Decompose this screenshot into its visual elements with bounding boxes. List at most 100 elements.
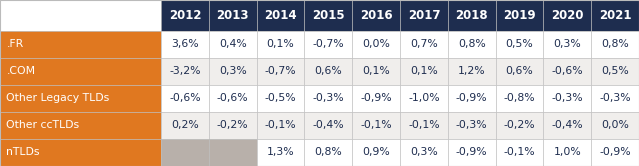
Bar	[352, 112, 400, 139]
Text: -0,1%: -0,1%	[360, 120, 392, 130]
Bar	[543, 112, 591, 139]
Bar	[0, 139, 161, 166]
Text: 2019: 2019	[503, 9, 536, 22]
Text: 1,2%: 1,2%	[458, 66, 486, 76]
Text: -0,9%: -0,9%	[599, 147, 631, 158]
Bar	[448, 58, 496, 85]
Bar	[496, 58, 543, 85]
Bar	[352, 0, 400, 31]
Text: 1,0%: 1,0%	[553, 147, 581, 158]
Text: 2020: 2020	[551, 9, 583, 22]
Text: 0,8%: 0,8%	[601, 39, 629, 49]
Text: -0,6%: -0,6%	[551, 66, 583, 76]
Text: 0,3%: 0,3%	[410, 147, 438, 158]
Bar	[209, 112, 257, 139]
Bar	[543, 0, 591, 31]
Bar	[352, 31, 400, 58]
Text: -0,3%: -0,3%	[312, 93, 344, 103]
Bar	[543, 85, 591, 112]
Bar	[496, 0, 543, 31]
Bar	[0, 0, 161, 31]
Text: 2018: 2018	[456, 9, 488, 22]
Text: 0,9%: 0,9%	[362, 147, 390, 158]
Text: 0,3%: 0,3%	[219, 66, 247, 76]
Text: -0,4%: -0,4%	[551, 120, 583, 130]
Bar	[496, 85, 543, 112]
Bar	[591, 0, 639, 31]
Bar	[496, 31, 543, 58]
Bar	[304, 58, 352, 85]
Bar	[304, 31, 352, 58]
Text: -1,0%: -1,0%	[408, 93, 440, 103]
Text: -0,2%: -0,2%	[217, 120, 249, 130]
Text: -0,6%: -0,6%	[169, 93, 201, 103]
Text: 0,1%: 0,1%	[266, 39, 295, 49]
Bar	[543, 31, 591, 58]
Text: -0,3%: -0,3%	[456, 120, 488, 130]
Text: 0,5%: 0,5%	[505, 39, 534, 49]
Text: -0,3%: -0,3%	[599, 93, 631, 103]
Bar	[257, 112, 304, 139]
Bar	[161, 0, 209, 31]
Bar	[161, 112, 209, 139]
Text: -0,1%: -0,1%	[504, 147, 535, 158]
Text: 0,8%: 0,8%	[458, 39, 486, 49]
Bar	[400, 112, 448, 139]
Bar	[161, 31, 209, 58]
Bar	[257, 58, 304, 85]
Text: 3,6%: 3,6%	[171, 39, 199, 49]
Bar	[257, 85, 304, 112]
Text: 0,0%: 0,0%	[362, 39, 390, 49]
Bar	[591, 31, 639, 58]
Bar	[591, 58, 639, 85]
Bar	[209, 58, 257, 85]
Bar	[209, 0, 257, 31]
Bar	[448, 85, 496, 112]
Bar	[591, 112, 639, 139]
Text: -0,7%: -0,7%	[312, 39, 344, 49]
Text: Other Legacy TLDs: Other Legacy TLDs	[6, 93, 110, 103]
Bar	[591, 85, 639, 112]
Bar	[257, 139, 304, 166]
Bar	[209, 139, 257, 166]
Text: -0,5%: -0,5%	[265, 93, 296, 103]
Text: 2015: 2015	[312, 9, 344, 22]
Bar	[257, 31, 304, 58]
Text: -0,7%: -0,7%	[265, 66, 296, 76]
Text: -0,4%: -0,4%	[312, 120, 344, 130]
Text: -0,1%: -0,1%	[408, 120, 440, 130]
Text: -0,2%: -0,2%	[504, 120, 535, 130]
Text: 0,8%: 0,8%	[314, 147, 343, 158]
Bar	[0, 58, 161, 85]
Text: 2021: 2021	[599, 9, 631, 22]
Text: -0,6%: -0,6%	[217, 93, 249, 103]
Text: 0,6%: 0,6%	[505, 66, 534, 76]
Bar	[304, 85, 352, 112]
Bar	[448, 0, 496, 31]
Text: 2012: 2012	[169, 9, 201, 22]
Bar	[352, 58, 400, 85]
Text: 0,6%: 0,6%	[314, 66, 343, 76]
Bar	[400, 139, 448, 166]
Bar	[400, 58, 448, 85]
Bar	[448, 112, 496, 139]
Text: .FR: .FR	[6, 39, 24, 49]
Text: 0,0%: 0,0%	[601, 120, 629, 130]
Text: 0,3%: 0,3%	[553, 39, 581, 49]
Bar	[0, 85, 161, 112]
Text: -0,8%: -0,8%	[504, 93, 535, 103]
Text: -3,2%: -3,2%	[169, 66, 201, 76]
Bar	[352, 139, 400, 166]
Text: 2016: 2016	[360, 9, 392, 22]
Bar	[543, 58, 591, 85]
Bar	[161, 139, 209, 166]
Bar	[543, 139, 591, 166]
Bar	[400, 0, 448, 31]
Text: 0,2%: 0,2%	[171, 120, 199, 130]
Text: -0,9%: -0,9%	[360, 93, 392, 103]
Bar	[209, 31, 257, 58]
Bar	[209, 85, 257, 112]
Text: Other ccTLDs: Other ccTLDs	[6, 120, 79, 130]
Text: 0,5%: 0,5%	[601, 66, 629, 76]
Text: 0,4%: 0,4%	[219, 39, 247, 49]
